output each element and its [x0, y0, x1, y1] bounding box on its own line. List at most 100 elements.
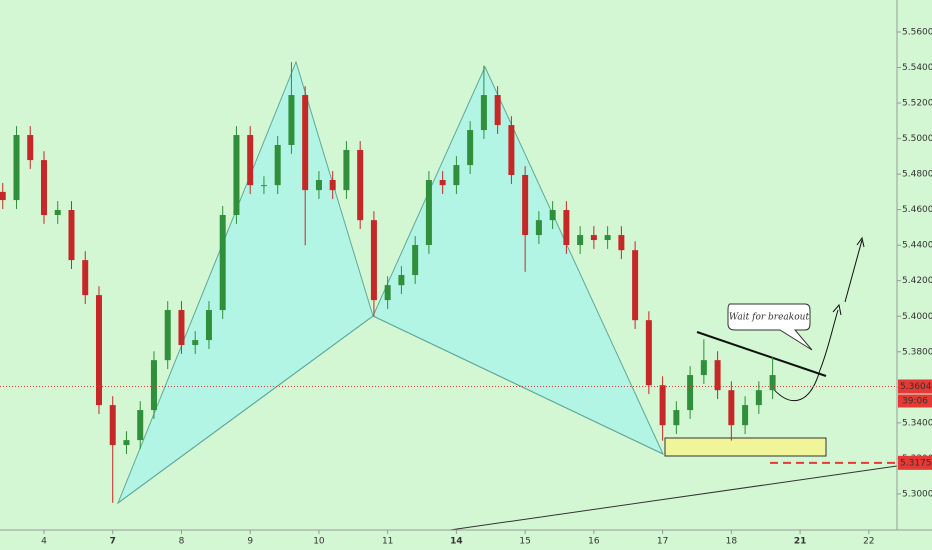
candle-body [632, 250, 639, 321]
candle-body [742, 405, 749, 426]
x-tick-label: 14 [450, 537, 463, 547]
y-tick-label: 5.44000 [902, 241, 932, 251]
candle-body [618, 235, 625, 251]
candle-body [412, 245, 419, 276]
candle-body [467, 130, 474, 166]
candle-body [522, 175, 529, 236]
candle-body [27, 135, 34, 161]
candle-body [687, 375, 694, 411]
candle-body [150, 360, 157, 411]
arrow-head [856, 236, 865, 248]
countdown-badge [898, 394, 932, 408]
candle-body [508, 125, 515, 176]
candle-body [398, 275, 405, 286]
candle-body [645, 320, 652, 386]
y-tick-label: 5.48000 [902, 170, 932, 180]
candle-body [82, 260, 89, 296]
candle-body [164, 310, 171, 361]
candle-body [439, 179, 446, 186]
candle-body [123, 440, 130, 446]
candle-body [233, 135, 240, 215]
candle-body [563, 210, 570, 246]
pattern-line [117, 315, 374, 504]
x-tick-label: 21 [794, 537, 807, 547]
candle-body [343, 149, 350, 191]
y-tick-label: 5.56000 [902, 27, 932, 37]
candle-body [68, 210, 75, 261]
y-tick-label: 5.46000 [902, 205, 932, 215]
x-tick-label: 15 [519, 537, 530, 547]
candle-body [494, 95, 501, 126]
x-tick-label: 22 [863, 537, 874, 547]
candle-body [357, 149, 364, 221]
drawings: Wait for breakout [116, 60, 898, 531]
x-tick-label: 7 [110, 537, 116, 547]
candle-body [260, 185, 267, 187]
level-label: 5.31750 [900, 458, 932, 468]
y-tick-label: 5.38000 [902, 347, 932, 357]
countdown-label: 39:06 [902, 396, 928, 406]
pattern-line [372, 315, 664, 455]
y-tick-label: 5.30000 [902, 489, 932, 499]
arrow-head [832, 303, 842, 316]
candle-body [659, 385, 666, 426]
candle-body [13, 135, 20, 201]
trend-line [449, 465, 898, 531]
candle-body [109, 405, 116, 446]
callout [727, 303, 813, 351]
candle-body [0, 191, 6, 201]
x-tick-label: 11 [382, 537, 393, 547]
y-tick-label: 5.40000 [902, 312, 932, 322]
y-tick-label: 5.54000 [902, 63, 932, 73]
candle-body [728, 390, 735, 426]
price-badge [898, 379, 932, 394]
y-tick-label: 5.50000 [902, 134, 932, 144]
candle-body [54, 210, 61, 215]
candle-body [329, 179, 336, 191]
candle-body [288, 95, 295, 145]
candle-body [577, 235, 584, 246]
last-price-label: 5.36047 [900, 382, 932, 392]
candle-body [247, 135, 254, 186]
candles [0, 62, 776, 503]
candle-body [673, 410, 680, 426]
candle-body [137, 410, 144, 441]
candle-body [315, 179, 322, 191]
candle-body [755, 390, 762, 406]
projection-arrow [844, 239, 863, 303]
candle-body [40, 160, 47, 215]
resistance-line [696, 331, 827, 377]
candle-body [604, 235, 611, 241]
candle-body [192, 340, 199, 346]
candle-body [384, 285, 391, 301]
candle-body [453, 165, 460, 186]
candle-body [178, 310, 185, 346]
annotation: Wait for breakout [729, 313, 810, 323]
x-tick-label: 18 [726, 537, 738, 547]
candle-body [425, 179, 432, 246]
x-tick-label: 16 [588, 537, 600, 547]
candle-body [205, 310, 212, 341]
x-tick-label: 10 [313, 537, 325, 547]
x-tick-label: 4 [41, 537, 47, 547]
candle-body [714, 360, 721, 391]
support-zone [664, 437, 827, 457]
candle-body [219, 214, 226, 311]
candle-body [590, 235, 597, 241]
candle-body [700, 360, 707, 376]
projection-arrow [769, 309, 839, 402]
candle-body [480, 95, 487, 131]
candle-body [302, 95, 309, 191]
y-tick-label: 5.34000 [902, 418, 932, 428]
candle-body [535, 220, 542, 236]
x-tick-label: 8 [179, 537, 185, 547]
candle-body [274, 144, 281, 186]
candle-body [549, 210, 556, 221]
y-tick-label: 5.52000 [902, 99, 932, 109]
level-badge [898, 455, 932, 470]
x-tick-label: 17 [657, 537, 668, 547]
candle-body [95, 295, 102, 406]
x-tick-label: 9 [247, 537, 253, 547]
candle-body [370, 220, 377, 301]
